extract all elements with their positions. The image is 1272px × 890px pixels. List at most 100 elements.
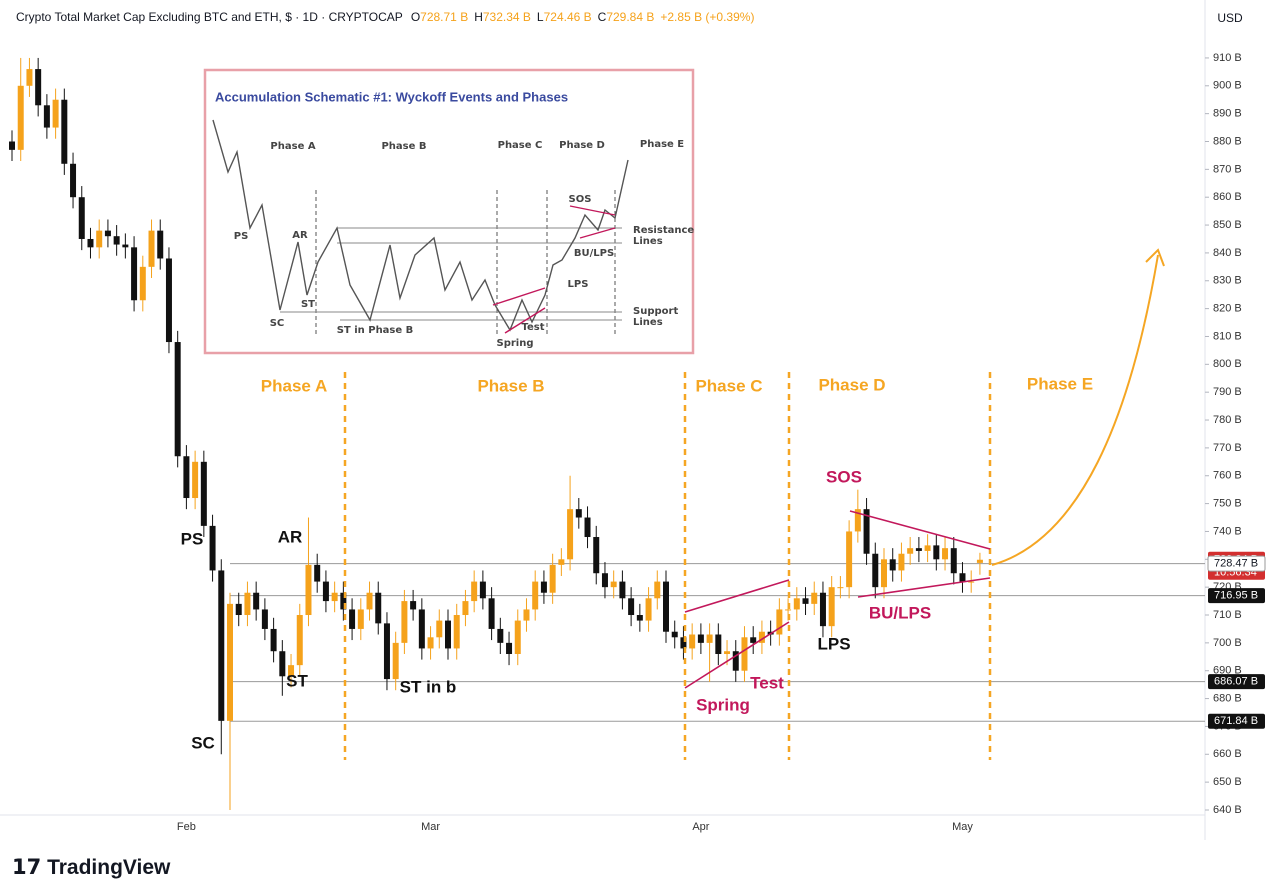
candle-body (654, 581, 661, 599)
candle-body (70, 163, 77, 198)
candle-body (889, 559, 896, 571)
inset-label: Support (633, 306, 678, 317)
candle-body (357, 609, 364, 629)
phase-label: Phase E (1027, 374, 1093, 393)
overlays: Phase A Phase B Phase C Phase D Phase E PS AR S… (181, 248, 1165, 760)
ohlc-value: 724.46 B (544, 10, 592, 24)
inset-frame (203, 68, 695, 355)
candle-body (706, 634, 713, 643)
candle-body (418, 609, 425, 649)
candle-body (270, 628, 277, 652)
candle-body (680, 637, 687, 649)
inset-label: Spring (497, 338, 534, 349)
candle-body (575, 509, 582, 518)
candle-body (471, 581, 478, 602)
y-tick-label: 760 B (1213, 470, 1242, 482)
candle-body (506, 642, 513, 655)
y-tick-label: 700 B (1213, 637, 1242, 649)
ohlc-value: 728.71 B (420, 10, 468, 24)
arrow-head (1145, 248, 1165, 267)
trendlines (684, 510, 991, 689)
y-tick-label: 910 B (1213, 52, 1242, 64)
candle-body (663, 581, 669, 632)
candle-body (828, 587, 835, 627)
y-tick-label: 650 B (1213, 776, 1242, 788)
candle-body (165, 258, 172, 343)
y-tick-label: 870 B (1213, 163, 1242, 175)
x-tick-label: May (952, 821, 973, 833)
candles (9, 57, 1205, 810)
candle-body (296, 615, 303, 666)
brand: 𝟭𝟳 TradingView (12, 856, 171, 879)
inset-title: Accumulation Schematic #1: Wyckoff Event… (215, 89, 568, 104)
candle-body (35, 69, 42, 106)
inset-label: Test (521, 322, 544, 333)
candle-body (863, 509, 870, 554)
candle-body (671, 631, 678, 638)
candle-body (846, 531, 853, 588)
inset-phase: Phase C (498, 140, 543, 151)
price-label-box (1207, 555, 1266, 572)
y-tick-label: 640 B (1213, 804, 1242, 816)
candle-body (174, 342, 181, 457)
candle-body (218, 570, 225, 721)
candle-body (610, 581, 617, 588)
candle-body (331, 592, 338, 602)
inset-label: SC (270, 318, 285, 329)
inset: Accumulation Schematic #1: Wyckoff Event… (203, 68, 695, 355)
candle-body (383, 623, 390, 680)
candle-body (532, 581, 539, 610)
y-tick-label: 710 B (1213, 609, 1242, 621)
inset-label: Lines (633, 236, 663, 247)
price-label: 686.07 B (1214, 676, 1258, 688)
candle-body (113, 236, 120, 245)
trendline (849, 510, 991, 550)
candle-body (628, 598, 635, 616)
inset-label: ST in Phase B (337, 325, 414, 336)
candle-body (811, 592, 818, 604)
candle-body (96, 230, 103, 248)
event-label: SOS (826, 467, 862, 486)
inset-dividers (315, 190, 616, 335)
y-tick-label: 690 B (1213, 665, 1242, 677)
candle-body (375, 592, 382, 624)
candle-body (907, 548, 914, 554)
candle-body (881, 559, 887, 588)
candle-body (558, 559, 565, 565)
event-label: AR (278, 527, 303, 546)
candle-body (950, 548, 957, 574)
candle-body (288, 665, 295, 677)
y-tick-label: 850 B (1213, 219, 1242, 231)
candle-body (645, 598, 652, 621)
phase-dividers (343, 372, 992, 760)
candle-body (697, 634, 704, 643)
inset-trendline (492, 287, 546, 306)
candle-body (802, 598, 809, 604)
trendline (684, 579, 790, 613)
inset-label: ST (301, 299, 315, 310)
inset-trendline (569, 205, 616, 216)
price-label: 671.84 B (1214, 715, 1258, 727)
candle-body (340, 592, 347, 610)
candle-body (61, 99, 68, 164)
y-tick-label: 800 B (1213, 358, 1242, 370)
candle-body (549, 564, 556, 593)
candle-body (619, 581, 626, 599)
event-label: ST (286, 671, 308, 690)
event-label: Test (750, 673, 784, 692)
phase-label: Phase B (477, 376, 544, 395)
candle-body (87, 238, 94, 248)
candle-body (514, 620, 521, 655)
candle-body (366, 592, 373, 610)
event-label: ST in b (400, 677, 457, 696)
inset-phase: Phase D (559, 140, 605, 151)
candle-body (148, 230, 155, 267)
candle-body (741, 637, 748, 671)
candle-body (436, 620, 443, 638)
candle-body (636, 615, 643, 621)
candle-body (392, 642, 399, 680)
candle-body (567, 509, 574, 560)
inset-trendline (579, 227, 616, 239)
candle-body (776, 609, 783, 635)
candle-body (540, 581, 547, 593)
